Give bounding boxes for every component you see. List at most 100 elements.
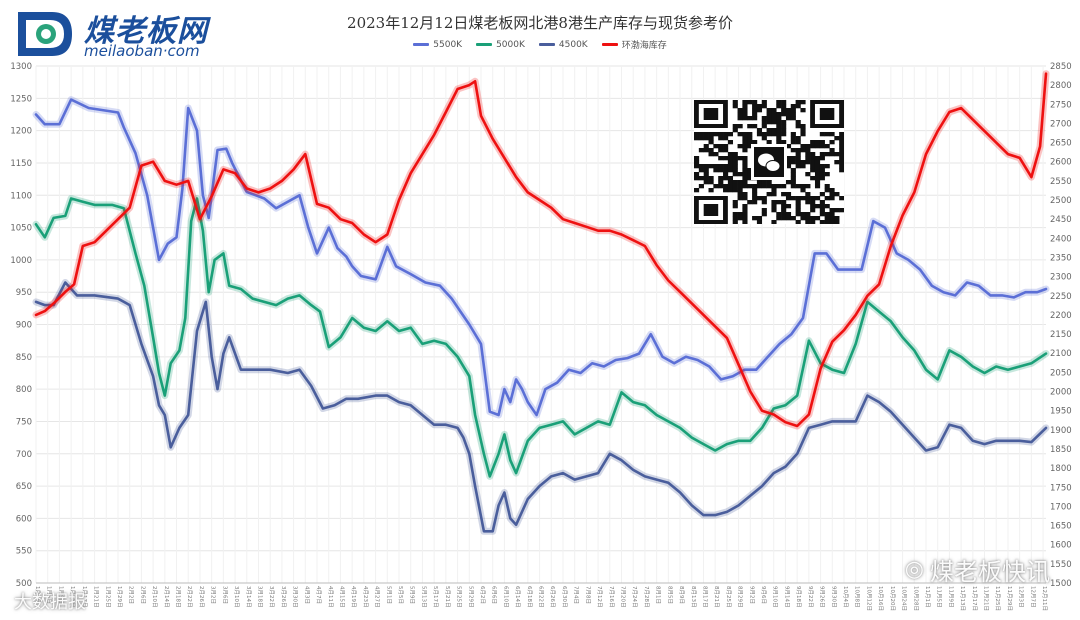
legend-item-inventory[interactable]: 环渤海库存 (601, 38, 667, 51)
qr-module (819, 140, 825, 145)
qr-module (781, 104, 787, 109)
qr-module (708, 136, 714, 141)
qr-module (776, 120, 782, 125)
qr-module (718, 156, 724, 161)
qr-module (761, 124, 767, 129)
y-tick-right: 1600 (1050, 541, 1072, 551)
x-tick-label: 8月5日 (666, 586, 673, 604)
qr-module (766, 112, 772, 117)
qr-module (713, 132, 719, 137)
qr-module (742, 212, 748, 217)
qr-module (761, 120, 767, 125)
qr-module (737, 180, 743, 185)
qr-module (785, 192, 792, 197)
x-tick-label: 7月12日 (596, 586, 603, 608)
qr-module (718, 180, 724, 185)
qr-module (747, 124, 753, 129)
qr-module (713, 168, 719, 173)
qr-module (718, 184, 724, 189)
qr-module (819, 152, 825, 157)
x-tick-label: 9月14日 (783, 586, 790, 608)
qr-module (742, 116, 748, 121)
qr-finder (703, 108, 719, 120)
qr-module (723, 156, 729, 161)
qr-module (800, 144, 806, 149)
legend-item-5000k[interactable]: 5000K (476, 38, 525, 51)
qr-module (761, 180, 767, 185)
qr-module (824, 164, 830, 169)
qr-module (781, 128, 787, 133)
qr-module (839, 156, 844, 161)
qr-module (747, 116, 753, 121)
x-tick-label: 7月8日 (584, 586, 591, 604)
qr-module (766, 132, 772, 137)
logo: 煤老板网 meilaoban·com (12, 6, 272, 64)
qr-module (795, 156, 801, 161)
x-tick-label: 9月26日 (819, 586, 826, 608)
qr-module (839, 132, 844, 137)
qr-module (805, 156, 811, 161)
legend-item-4500k[interactable]: 4500K (538, 38, 588, 51)
qr-module (829, 192, 835, 197)
qr-module (781, 204, 787, 209)
qr-module (795, 120, 801, 125)
x-tick-label: 4月7日 (315, 586, 322, 604)
qr-module (732, 104, 738, 109)
series-line (34, 72, 1048, 428)
qr-module (805, 200, 811, 205)
qr-module (795, 208, 801, 213)
x-tick-label: 8月25日 (725, 586, 732, 608)
x-tick-label: 11月13日 (959, 586, 966, 611)
qr-module (761, 200, 767, 205)
qr-module (790, 116, 796, 121)
qr-module (747, 176, 753, 181)
qr-module (781, 184, 787, 189)
qr-module (703, 176, 709, 181)
legend-item-5500k[interactable]: 5500K (413, 38, 462, 51)
qr-module (737, 112, 743, 117)
x-tick-label: 11月29日 (1006, 586, 1013, 611)
qr-module (737, 188, 743, 193)
qr-module (819, 144, 825, 149)
x-tick-label: 3月2日 (210, 586, 217, 604)
qr-module (742, 136, 748, 141)
y-tick-left: 550 (16, 547, 32, 557)
qr-module (834, 160, 840, 165)
qr-module (742, 100, 748, 105)
qr-module (800, 184, 806, 189)
x-tick-label: 2月26日 (198, 586, 205, 608)
qr-module (752, 200, 758, 205)
y-tick-left: 700 (16, 450, 32, 460)
qr-module (703, 172, 709, 177)
qr-module (785, 180, 792, 185)
qr-module (708, 164, 714, 169)
qr-module (761, 104, 767, 109)
qr-module (698, 168, 704, 173)
qr-module (708, 140, 714, 145)
qr-module (718, 176, 724, 181)
qr-module (790, 216, 796, 221)
qr-module (694, 176, 700, 181)
x-tick-label: 4月19日 (350, 586, 357, 608)
qr-module (814, 172, 821, 177)
qr-module (742, 176, 748, 181)
qr-module (810, 196, 816, 201)
qr-module (785, 112, 792, 117)
qr-module (781, 112, 787, 117)
qr-module (829, 212, 835, 217)
qr-module (810, 216, 816, 221)
qr-module (761, 212, 767, 217)
qr-module (790, 108, 796, 113)
qr-module (747, 132, 753, 137)
qr-module (703, 164, 709, 169)
qr-module (810, 200, 816, 205)
qr-module (771, 184, 777, 189)
qr-module (839, 152, 844, 157)
qr-module (766, 120, 772, 125)
y-tick-left: 1000 (10, 256, 32, 266)
x-tick-label: 6月18日 (526, 586, 533, 608)
qr-module (790, 104, 796, 109)
y-tick-left: 500 (16, 579, 32, 589)
x-tick-label: 1月5日 (46, 586, 53, 604)
qr-module (810, 156, 816, 161)
